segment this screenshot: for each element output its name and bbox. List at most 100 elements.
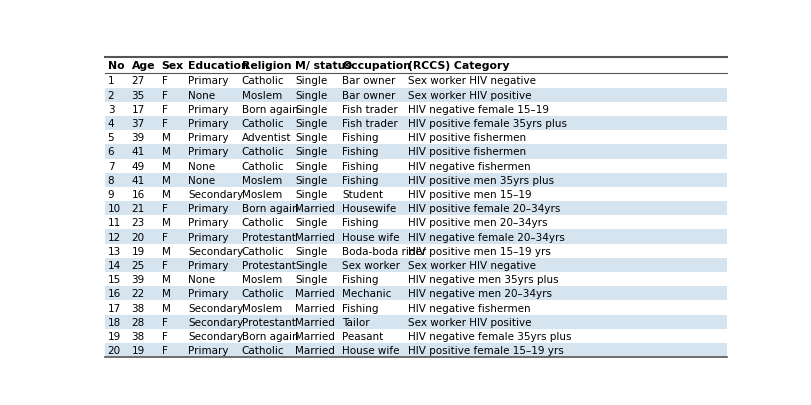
Text: Single: Single — [295, 190, 327, 200]
Text: 1: 1 — [108, 76, 114, 86]
Text: 9: 9 — [108, 190, 114, 200]
Text: Moslem: Moslem — [242, 90, 281, 100]
Text: Primary: Primary — [188, 260, 229, 270]
Bar — [105, 117, 727, 131]
Text: Secondary: Secondary — [188, 303, 243, 313]
Bar — [105, 159, 727, 173]
Bar — [105, 258, 727, 273]
Text: 38: 38 — [131, 331, 145, 341]
Text: Single: Single — [295, 104, 327, 115]
Text: 6: 6 — [108, 147, 114, 157]
Text: F: F — [161, 345, 168, 355]
Text: None: None — [188, 275, 215, 284]
Text: Bar owner: Bar owner — [342, 76, 396, 86]
Text: Student: Student — [342, 190, 384, 200]
Text: Protestant: Protestant — [242, 260, 295, 270]
Text: 20: 20 — [108, 345, 121, 355]
Bar — [105, 74, 727, 88]
Text: Tailor: Tailor — [342, 317, 370, 327]
Text: Moslem: Moslem — [242, 175, 281, 185]
Text: Occupation: Occupation — [342, 61, 411, 71]
Text: 16: 16 — [131, 190, 145, 200]
Text: Fishing: Fishing — [342, 133, 379, 143]
Text: HIV positive fishermen: HIV positive fishermen — [408, 133, 526, 143]
Text: Married: Married — [295, 289, 335, 298]
Bar — [105, 216, 727, 230]
Bar — [105, 315, 727, 329]
Text: 28: 28 — [131, 317, 145, 327]
Text: Moslem: Moslem — [242, 303, 281, 313]
Text: 3: 3 — [108, 104, 114, 115]
Text: Peasant: Peasant — [342, 331, 384, 341]
Text: M: M — [161, 133, 170, 143]
Text: Protestant: Protestant — [242, 317, 295, 327]
Bar — [105, 102, 727, 117]
Bar — [105, 202, 727, 216]
Text: Secondary: Secondary — [188, 246, 243, 256]
Text: 15: 15 — [108, 275, 121, 284]
Text: F: F — [161, 119, 168, 129]
Text: M: M — [161, 275, 170, 284]
Text: Married: Married — [295, 331, 335, 341]
Text: 10: 10 — [108, 204, 121, 214]
Text: 13: 13 — [108, 246, 121, 256]
Text: Secondary: Secondary — [188, 190, 243, 200]
Text: Fishing: Fishing — [342, 275, 379, 284]
Text: Protestant: Protestant — [242, 232, 295, 242]
Text: HIV positive men 15–19 yrs: HIV positive men 15–19 yrs — [408, 246, 551, 256]
Text: Single: Single — [295, 147, 327, 157]
Text: Primary: Primary — [188, 204, 229, 214]
Text: Fishing: Fishing — [342, 161, 379, 171]
Bar — [105, 244, 727, 258]
Text: M: M — [161, 289, 170, 298]
Text: F: F — [161, 260, 168, 270]
Text: Fish trader: Fish trader — [342, 104, 398, 115]
Text: Primary: Primary — [188, 76, 229, 86]
Text: HIV positive female 20–34yrs: HIV positive female 20–34yrs — [408, 204, 560, 214]
Text: Sex worker HIV positive: Sex worker HIV positive — [408, 317, 531, 327]
Text: (RCCS) Category: (RCCS) Category — [408, 61, 509, 71]
Text: Fishing: Fishing — [342, 218, 379, 228]
Text: HIV positive female 15–19 yrs: HIV positive female 15–19 yrs — [408, 345, 564, 355]
Text: HIV negative fishermen: HIV negative fishermen — [408, 161, 530, 171]
Text: Married: Married — [295, 204, 335, 214]
Text: Single: Single — [295, 119, 327, 129]
Bar — [105, 273, 727, 287]
Text: 39: 39 — [131, 275, 145, 284]
Text: HIV negative men 20–34yrs: HIV negative men 20–34yrs — [408, 289, 552, 298]
Text: Secondary: Secondary — [188, 317, 243, 327]
Text: 49: 49 — [131, 161, 145, 171]
Text: House wife: House wife — [342, 232, 400, 242]
Text: 14: 14 — [108, 260, 121, 270]
Text: Fishing: Fishing — [342, 147, 379, 157]
Text: M: M — [161, 246, 170, 256]
Text: 35: 35 — [131, 90, 145, 100]
Text: None: None — [188, 161, 215, 171]
Text: Adventist: Adventist — [242, 133, 291, 143]
Text: Fishing: Fishing — [342, 303, 379, 313]
Text: Married: Married — [295, 345, 335, 355]
Text: Primary: Primary — [188, 147, 229, 157]
Text: 11: 11 — [108, 218, 121, 228]
Text: Sex worker HIV negative: Sex worker HIV negative — [408, 76, 536, 86]
Bar — [105, 329, 727, 343]
Text: Primary: Primary — [188, 232, 229, 242]
Text: M: M — [161, 218, 170, 228]
Text: 17: 17 — [131, 104, 145, 115]
Text: 23: 23 — [131, 218, 145, 228]
Text: None: None — [188, 90, 215, 100]
Text: Single: Single — [295, 161, 327, 171]
Text: HIV positive fishermen: HIV positive fishermen — [408, 147, 526, 157]
Text: Mechanic: Mechanic — [342, 289, 392, 298]
Text: Married: Married — [295, 317, 335, 327]
Text: 5: 5 — [108, 133, 114, 143]
Text: HIV negative fishermen: HIV negative fishermen — [408, 303, 530, 313]
Text: M: M — [161, 147, 170, 157]
Bar — [105, 58, 727, 74]
Bar — [105, 343, 727, 357]
Text: M/ status: M/ status — [295, 61, 352, 71]
Text: Primary: Primary — [188, 104, 229, 115]
Text: HIV positive men 15–19: HIV positive men 15–19 — [408, 190, 532, 200]
Text: Catholic: Catholic — [242, 119, 284, 129]
Text: 4: 4 — [108, 119, 114, 129]
